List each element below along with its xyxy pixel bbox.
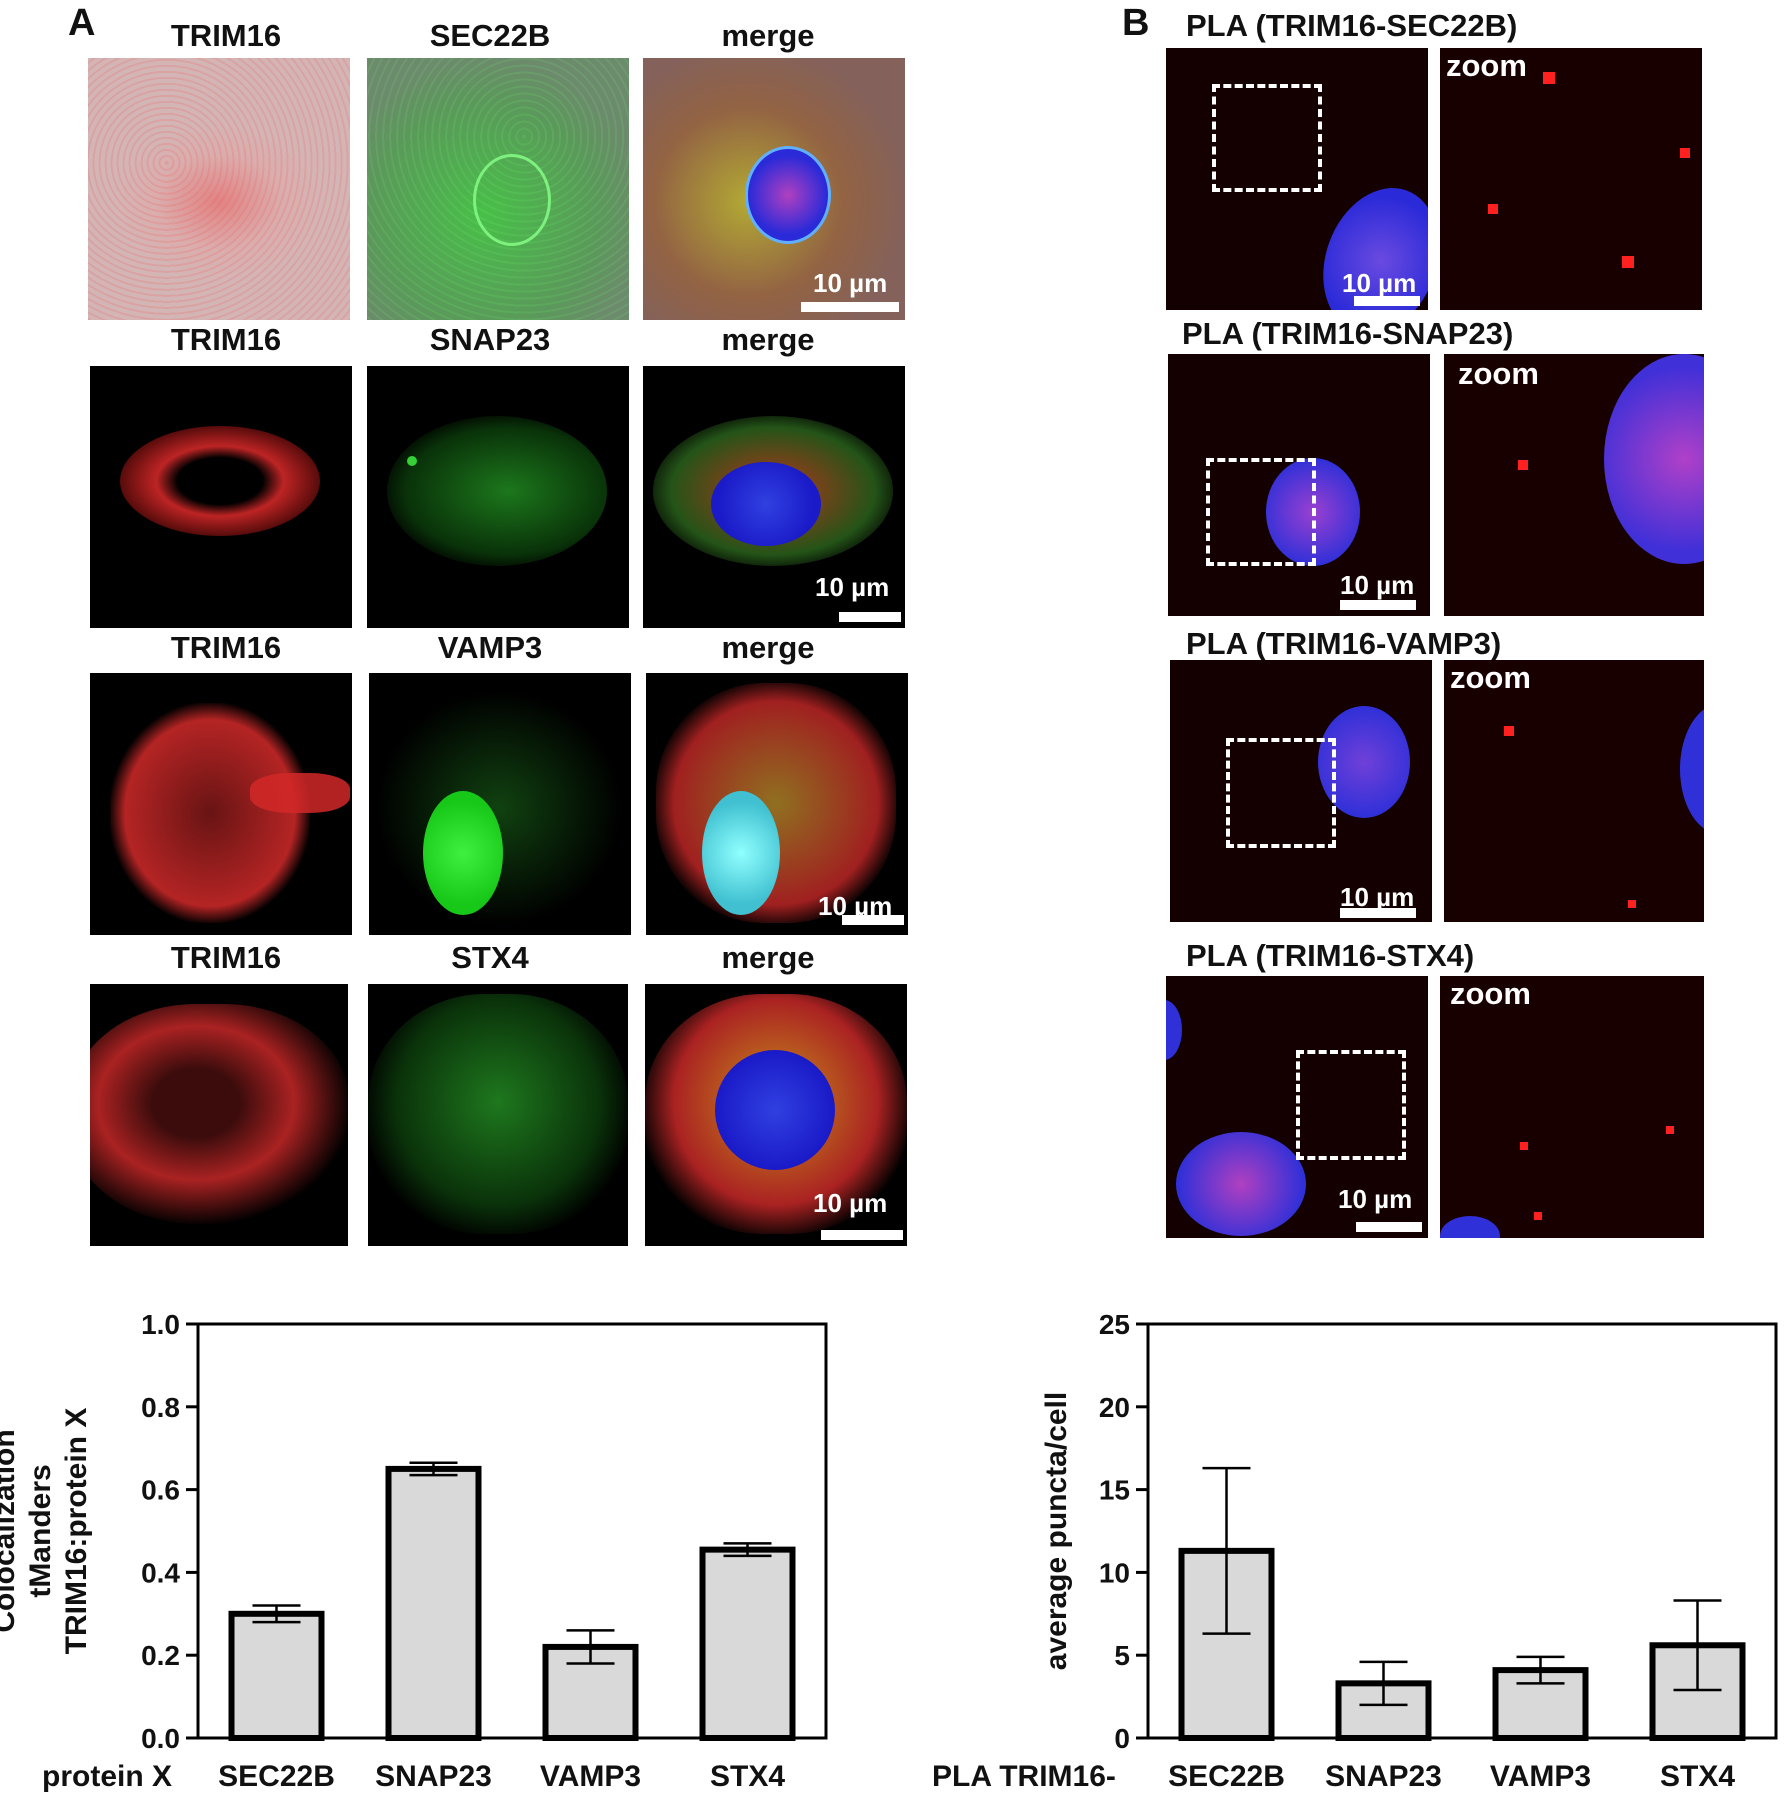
scale-bar <box>842 915 904 925</box>
image-pla-snap23-zoom: zoom <box>1444 354 1704 616</box>
zoom-label: zoom <box>1450 660 1531 695</box>
x-tick-label: SNAP23 <box>1325 1760 1442 1793</box>
x-axis-prefix: PLA TRIM16- <box>932 1760 1116 1793</box>
image-trim16-snap23-red <box>90 366 352 628</box>
column-header: VAMP3 <box>437 630 543 665</box>
image-trim16-stx4-green <box>368 984 628 1246</box>
panel-a-letter: A <box>68 2 96 44</box>
x-tick-label: VAMP3 <box>1490 1760 1591 1793</box>
image-trim16-sec22b-red <box>88 58 350 320</box>
x-tick-label: SNAP23 <box>375 1760 492 1793</box>
scale-bar <box>1354 296 1420 306</box>
y-tick-label: 20 <box>1099 1392 1130 1423</box>
column-header: merge <box>721 940 815 975</box>
plot-frame <box>196 1322 828 1740</box>
image-pla-snap23: 10 µm <box>1168 354 1430 616</box>
y-tick-label: 10 <box>1099 1557 1130 1588</box>
image-pla-vamp3: 10 µm <box>1170 660 1432 922</box>
scale-label: 10 µm <box>1342 268 1417 298</box>
column-header: TRIM16 <box>170 322 282 357</box>
zoom-region-box <box>1206 458 1316 566</box>
y-tick-label: 0.8 <box>141 1392 180 1423</box>
bar-stx4 <box>699 1546 796 1741</box>
scale-bar <box>1340 600 1416 610</box>
y-tick-label: 0.0 <box>141 1723 180 1754</box>
zoom-region-box <box>1296 1050 1406 1160</box>
pla-title: PLA (TRIM16-SEC22B) <box>1186 8 1518 43</box>
y-tick-label: 0.4 <box>141 1557 180 1588</box>
zoom-region-box <box>1226 738 1336 848</box>
image-trim16-stx4-merge: 10 µm <box>645 984 907 1246</box>
scale-label: 10 µm <box>815 572 890 602</box>
scale-label: 10 µm <box>1340 882 1415 912</box>
image-trim16-snap23-merge: 10 µm <box>643 366 905 628</box>
scale-bar <box>1340 908 1416 918</box>
pla-title: PLA (TRIM16-SNAP23) <box>1182 316 1514 351</box>
chart-colocalization: 0.0 0.2 0.4 0.6 0.8 1.0 Colocalization tManders… <box>0 1309 828 1793</box>
y-tick-label: 5 <box>1114 1640 1130 1671</box>
column-header: merge <box>721 322 815 357</box>
scale-bar <box>821 1230 903 1240</box>
image-pla-stx4-zoom: zoom <box>1440 976 1704 1238</box>
scale-bar <box>839 612 901 622</box>
zoom-label: zoom <box>1446 48 1527 83</box>
scale-label: 10 µm <box>813 1188 888 1218</box>
zoom-region-box <box>1212 84 1322 192</box>
y-axis-label: average puncta/cell <box>1040 1392 1073 1670</box>
scale-label: 10 µm <box>1338 1184 1413 1214</box>
column-header: SNAP23 <box>429 322 551 357</box>
y-axis-label: TRIM16:protein X <box>60 1408 93 1655</box>
image-trim16-vamp3-green <box>369 673 631 935</box>
x-axis-prefix: protein X <box>42 1760 172 1793</box>
image-trim16-vamp3-red <box>90 673 352 935</box>
y-axis-label: tManders <box>24 1464 57 1597</box>
panel-b-letter: B <box>1122 2 1150 44</box>
image-trim16-snap23-green <box>367 366 629 628</box>
column-header: merge <box>721 18 815 53</box>
zoom-label: zoom <box>1458 356 1539 391</box>
x-tick-label: SEC22B <box>218 1760 335 1793</box>
bar-sec22b <box>228 1610 325 1741</box>
image-pla-vamp3-zoom: zoom <box>1444 660 1704 922</box>
column-header: TRIM16 <box>170 940 282 975</box>
plot-frame <box>1146 1322 1778 1740</box>
image-pla-stx4: 10 µm <box>1166 976 1428 1238</box>
column-header: TRIM16 <box>170 630 282 665</box>
x-tick-label: VAMP3 <box>540 1760 641 1793</box>
y-axis-label: Colocalization <box>0 1429 21 1632</box>
scale-label: 10 µm <box>813 268 888 298</box>
scale-bar <box>801 302 899 312</box>
bar-snap23 <box>385 1465 482 1741</box>
y-tick-label: 0 <box>1114 1723 1130 1754</box>
column-header: SEC22B <box>429 18 551 53</box>
y-tick-label: 1.0 <box>141 1309 180 1340</box>
column-header: merge <box>721 630 815 665</box>
y-tick-label: 15 <box>1099 1475 1130 1506</box>
image-pla-sec22b: 10 µm <box>1166 48 1428 310</box>
column-header: TRIM16 <box>170 18 282 53</box>
x-tick-label: STX4 <box>710 1760 785 1793</box>
x-tick-label: STX4 <box>1660 1760 1735 1793</box>
image-trim16-sec22b-green <box>367 58 629 320</box>
image-trim16-sec22b-merge: 10 µm <box>643 58 905 320</box>
scale-label: 10 µm <box>1340 570 1415 600</box>
zoom-label: zoom <box>1450 976 1531 1011</box>
column-header: STX4 <box>451 940 529 975</box>
chart-pla-puncta: 0 5 10 15 20 25 average puncta/cell SEC22B SNAP2… <box>932 1309 1778 1793</box>
pla-title: PLA (TRIM16-STX4) <box>1186 938 1475 973</box>
y-tick-label: 0.6 <box>141 1475 180 1506</box>
x-tick-label: SEC22B <box>1168 1760 1285 1793</box>
y-tick-label: 0.2 <box>141 1640 180 1671</box>
y-tick-label: 25 <box>1099 1309 1130 1340</box>
image-pla-sec22b-zoom: zoom <box>1440 48 1702 310</box>
pla-title: PLA (TRIM16-VAMP3) <box>1186 626 1502 661</box>
scale-bar <box>1356 1222 1422 1232</box>
image-trim16-vamp3-merge: 10 µm <box>646 673 908 935</box>
image-trim16-stx4-red <box>90 984 348 1246</box>
